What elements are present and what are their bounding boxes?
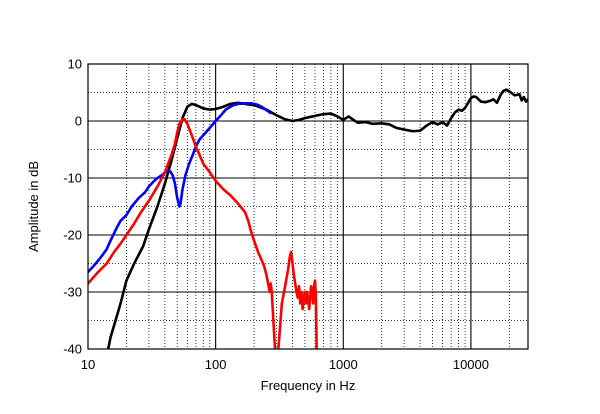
x-tick-label: 10 bbox=[81, 357, 95, 372]
x-tick-label: 10000 bbox=[453, 357, 489, 372]
y-tick-label: 0 bbox=[75, 114, 82, 129]
series-line-2 bbox=[88, 102, 272, 274]
x-axis-label: Frequency in Hz bbox=[261, 378, 356, 393]
y-tick-label: -10 bbox=[63, 171, 82, 186]
x-tick-label: 1000 bbox=[329, 357, 358, 372]
series-group bbox=[88, 88, 528, 349]
x-tick-label: 100 bbox=[205, 357, 227, 372]
plot-frame bbox=[87, 63, 529, 350]
y-tick-label: -40 bbox=[63, 342, 82, 357]
y-tick-label: -30 bbox=[63, 285, 82, 300]
y-tick-label: -20 bbox=[63, 228, 82, 243]
y-tick-label: 10 bbox=[68, 57, 82, 72]
series-line-3 bbox=[88, 117, 318, 349]
series-line-1 bbox=[106, 88, 528, 349]
y-axis-label: Amplitude in dB bbox=[26, 161, 41, 252]
